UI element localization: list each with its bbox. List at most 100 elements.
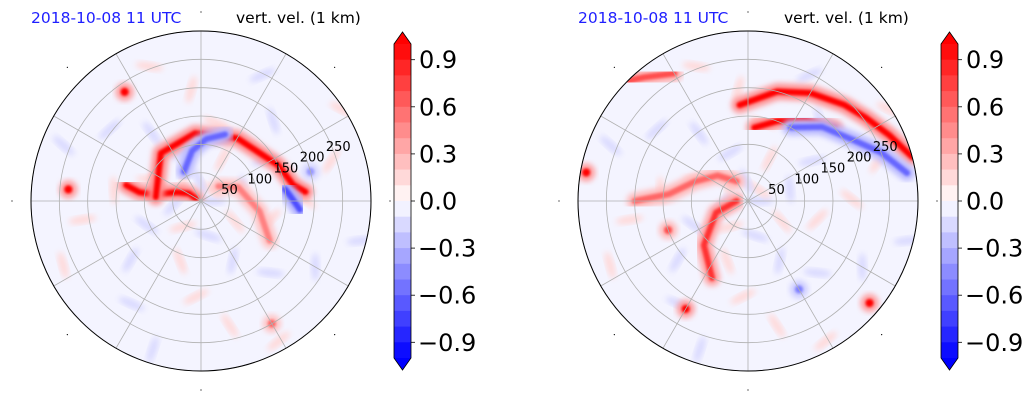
- feature-band: [215, 183, 273, 244]
- angular-tick: [613, 66, 615, 68]
- angular-tick: [66, 334, 68, 336]
- texture-cell: [604, 251, 616, 279]
- colorbar-tick-label: −0.6: [418, 282, 476, 310]
- texture-cell: [267, 107, 279, 135]
- texture-cell: [227, 247, 238, 275]
- texture-cell: [174, 248, 187, 275]
- radial-tick-label: 50: [221, 183, 238, 198]
- colorbar-level: [941, 75, 958, 92]
- texture-cell: [814, 331, 837, 351]
- grid-spoke: [600, 115, 749, 202]
- colorbar-extend-max: [394, 32, 411, 44]
- angular-tick: [881, 66, 883, 68]
- grid-spoke: [53, 200, 202, 287]
- texture-cell: [772, 210, 792, 233]
- texture-cell: [98, 119, 121, 140]
- colorbar-level: [941, 326, 958, 343]
- texture-cell: [195, 229, 222, 242]
- texture-cell: [774, 247, 785, 275]
- texture-cell: [682, 61, 711, 71]
- angular-tick: [334, 66, 336, 68]
- texture-cell: [118, 297, 145, 311]
- texture-cell: [785, 175, 795, 203]
- colorbar-tick-label: 0.9: [966, 46, 1004, 74]
- colorbar-level: [941, 169, 958, 186]
- radial-tick-label: 150: [821, 161, 846, 176]
- angular-tick: [613, 334, 615, 336]
- radial-tick-label: 200: [300, 151, 325, 166]
- colorbar-level: [394, 310, 411, 328]
- angular-tick: [200, 389, 202, 391]
- colorbar-level: [941, 342, 958, 359]
- texture-cell: [721, 248, 734, 275]
- texture-cell: [806, 209, 828, 230]
- feature-blob: [582, 168, 591, 177]
- angular-tick: [881, 334, 883, 336]
- colorbar-extend-max: [941, 32, 958, 44]
- colorbar-level: [941, 106, 958, 123]
- polar-panel-left: 2018-10-08 11 UTC vert. vel. (1 km) 50 10…: [11, 9, 476, 391]
- texture-cell: [169, 221, 197, 233]
- grid-spoke: [747, 53, 834, 202]
- grid-spoke: [53, 115, 202, 202]
- grid-spoke: [662, 200, 749, 349]
- colorbar-outline: [393, 31, 412, 371]
- grid-spoke: [747, 200, 896, 287]
- feature-band: [700, 198, 740, 281]
- colorbar-tick-label: −0.3: [965, 235, 1023, 263]
- colorbar-level: [394, 326, 411, 343]
- radial-tick-label: 100: [247, 172, 272, 187]
- colorbar-level: [941, 153, 958, 171]
- polar-frame: [30, 30, 372, 372]
- texture-cell: [135, 61, 164, 71]
- texture-cell: [716, 221, 744, 233]
- colorbar-level: [941, 232, 958, 249]
- texture-cell: [225, 210, 245, 233]
- texture-cell: [203, 116, 230, 129]
- colorbar-tick-label: −0.3: [418, 235, 476, 263]
- colorbar-level: [941, 279, 958, 296]
- texture-cell: [645, 119, 668, 140]
- colorbar-level: [394, 342, 411, 359]
- texture-cell: [762, 146, 777, 172]
- radial-tick-label: 150: [274, 161, 299, 176]
- colorbar-level: [941, 138, 958, 155]
- grid-spoke: [200, 200, 349, 287]
- angular-tick: [747, 11, 749, 13]
- colorbar-level: [941, 122, 958, 139]
- colorbar-tick-label: 0.6: [966, 93, 1004, 121]
- angular-tick: [558, 200, 560, 202]
- radial-tick-label: 200: [847, 151, 872, 166]
- colorbar-level: [941, 310, 958, 328]
- angular-tick: [66, 66, 68, 68]
- texture-cell: [57, 251, 69, 279]
- colorbar-extend-min: [394, 358, 411, 370]
- colorbar-tick-label: 0.9: [419, 46, 457, 74]
- colorbar-level: [941, 295, 958, 312]
- colorbar-level: [394, 153, 411, 171]
- colorbar-level: [394, 263, 411, 280]
- texture-cell: [796, 68, 823, 82]
- texture-cell: [183, 289, 209, 304]
- colorbar-level: [394, 75, 411, 92]
- texture-cell: [742, 229, 769, 242]
- colorbar-tick-label: 0.3: [419, 140, 457, 168]
- texture-cell: [249, 68, 276, 82]
- texture-cell: [840, 189, 864, 209]
- colorbar-tick-label: −0.6: [965, 282, 1023, 310]
- texture-cell: [693, 336, 706, 363]
- colorbar-level: [394, 122, 411, 139]
- texture-cell: [689, 121, 708, 145]
- grid-spoke: [662, 53, 749, 202]
- texture-cell: [746, 181, 771, 199]
- texture-cell: [730, 289, 756, 304]
- colorbar-tick-label: 0.3: [966, 140, 1004, 168]
- texture-cell: [221, 313, 239, 338]
- colorbar-level: [941, 201, 958, 218]
- grid-spoke: [200, 115, 349, 202]
- colorbar-outline: [940, 31, 959, 371]
- colorbar-level: [394, 248, 411, 265]
- colorbar-level: [941, 91, 958, 108]
